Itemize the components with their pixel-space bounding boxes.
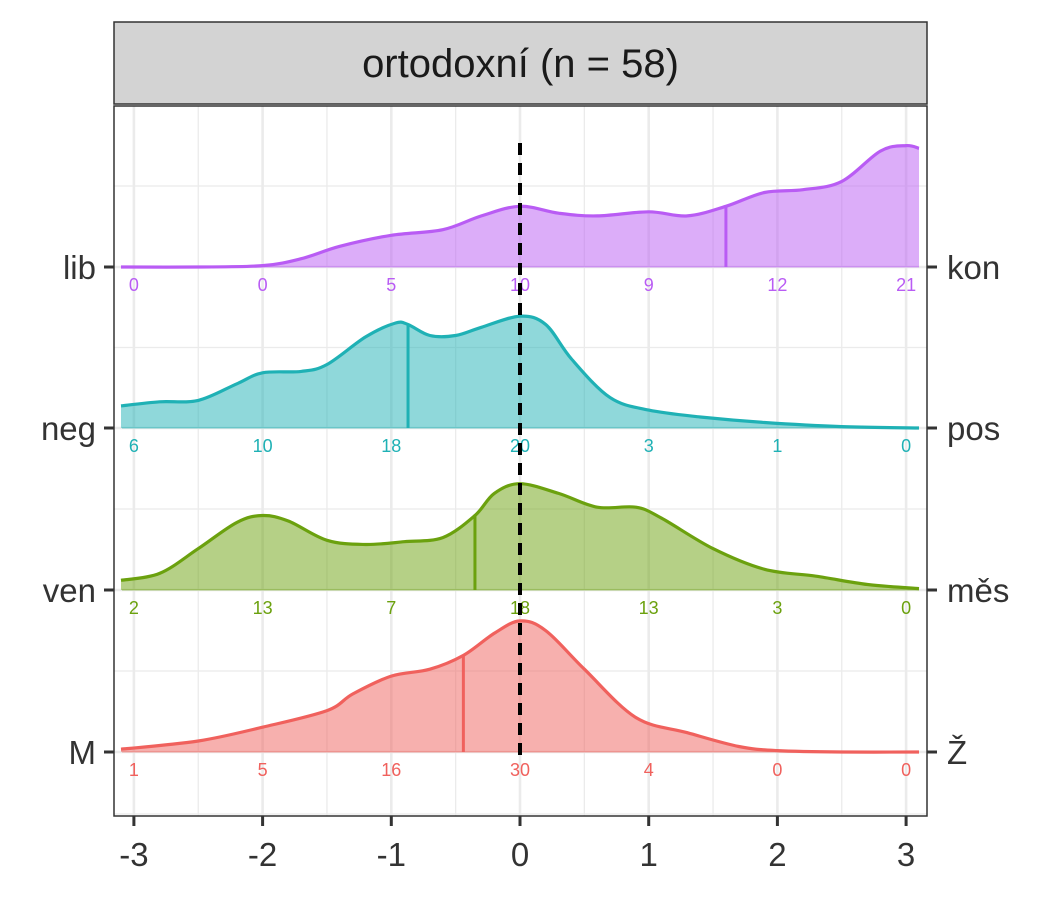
y-label-left: lib (63, 249, 96, 286)
x-tick-label: 3 (897, 836, 915, 873)
count-label: 5 (258, 760, 268, 780)
x-tick-label: -3 (119, 836, 148, 873)
x-tick-label: 0 (511, 836, 529, 873)
y-label-left: neg (41, 410, 96, 447)
facet-strip-background (113, 21, 928, 105)
density-area (121, 483, 919, 590)
count-label: 12 (767, 275, 787, 295)
y-label-left: ven (43, 572, 96, 609)
count-label: 0 (901, 598, 911, 618)
count-label: 3 (772, 598, 782, 618)
count-label: 4 (644, 760, 654, 780)
count-label: 0 (129, 275, 139, 295)
count-label: 1 (129, 760, 139, 780)
count-label: 0 (772, 760, 782, 780)
facet-strip: ortodoxní (n = 58) (113, 21, 928, 105)
count-label: 0 (901, 436, 911, 456)
x-tick-label: -2 (248, 836, 277, 873)
density-curve (120, 482, 920, 591)
density-curve (120, 619, 920, 754)
count-label: 0 (901, 760, 911, 780)
count-label: 13 (639, 598, 659, 618)
density-curve (120, 143, 920, 269)
count-label: 1 (772, 436, 782, 456)
count-label: 10 (253, 436, 273, 456)
count-label: 30 (510, 760, 530, 780)
count-label: 3 (644, 436, 654, 456)
x-tick-label: 1 (640, 836, 658, 873)
count-label: 13 (253, 598, 273, 618)
count-label: 18 (381, 436, 401, 456)
count-label: 2 (129, 598, 139, 618)
count-label: 9 (644, 275, 654, 295)
y-label-right: pos (947, 410, 1000, 447)
count-label: 5 (386, 275, 396, 295)
density-curve (120, 314, 920, 430)
count-label: 7 (386, 598, 396, 618)
x-tick-label: 2 (768, 836, 786, 873)
y-label-right: kon (947, 249, 1000, 286)
facet-title: ortodoxní (n = 58) (362, 42, 679, 86)
x-tick-label: -1 (377, 836, 406, 873)
y-label-left: M (69, 734, 97, 771)
y-label-right: měs (947, 572, 1009, 609)
count-label: 6 (129, 436, 139, 456)
y-label-right: Ž (947, 734, 967, 771)
count-label: 16 (381, 760, 401, 780)
count-label: 21 (896, 275, 916, 295)
count-label: 0 (258, 275, 268, 295)
